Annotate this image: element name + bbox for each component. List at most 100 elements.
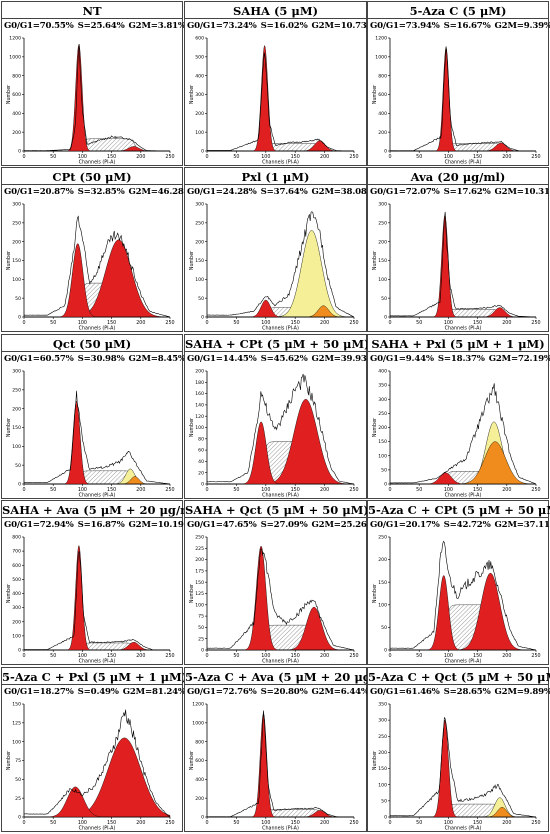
x-axis-label: Channels (PI-A) — [445, 826, 482, 832]
y-axis-label: Number — [372, 418, 378, 437]
y-axis-label: Number — [189, 751, 195, 770]
histogram-svg: 0 50 100 150 200 250 300 350 400 0 50 100 150 200 250 C… — [372, 369, 541, 499]
panel-title: 5-Aza C + Ava (5 μM + 20 μg/mL) — [185, 670, 401, 684]
x-tick-label: 250 — [531, 820, 540, 826]
y-tick-label: 800 — [195, 739, 204, 745]
cell-cycle-stats: G0/G1=14.45% S=45.62% G2M=39.93% — [185, 354, 375, 364]
y-tick-label: 200 — [195, 796, 204, 802]
cell-cycle-stats: G0/G1=73.24% S=16.02% G2M=10.73% — [185, 21, 375, 31]
histogram-trace — [206, 373, 354, 485]
histogram-trace — [389, 211, 536, 318]
y-tick-label: 100 — [12, 277, 21, 283]
panel-title: 5-Aza C (5 μM) — [409, 4, 507, 18]
y-tick-label: 300 — [12, 369, 21, 375]
y-tick-label: 350 — [378, 383, 387, 389]
title-divider — [185, 184, 366, 185]
histogram-trace — [23, 215, 170, 318]
y-axis-label: Number — [372, 584, 378, 603]
x-tick-label: 200 — [320, 320, 329, 326]
cell-cycle-stats: G0/G1=24.28% S=37.64% G2M=38.08% — [185, 187, 375, 197]
y-axis-label: Number — [189, 251, 195, 270]
x-tick-label: 150 — [473, 320, 482, 326]
stat-g2m: G2M=81.24% — [122, 687, 186, 697]
x-tick-label: 200 — [502, 154, 511, 160]
g1-phase-area — [24, 544, 170, 651]
stat-g0g1: G0/G1=70.55% — [4, 21, 74, 31]
stat-s: S=28.65% — [443, 687, 491, 697]
y-tick-label: 400 — [12, 591, 21, 597]
x-tick-label: 100 — [78, 653, 87, 659]
y-axis-label: Number — [189, 418, 195, 437]
x-tick-label: 200 — [136, 653, 145, 659]
y-tick-label: 150 — [12, 258, 21, 264]
x-tick-label: 200 — [502, 487, 511, 493]
y-tick-label: 180 — [195, 380, 204, 386]
y-axis-label: Number — [6, 85, 12, 104]
x-tick-label: 200 — [502, 653, 511, 659]
panel-title: 5-Aza C + Qct (5 μM + 50 μM) — [368, 670, 550, 684]
x-axis-label: Channels (PI-A) — [262, 493, 299, 499]
stat-s: S=18.37% — [437, 354, 485, 364]
x-tick-label: 100 — [444, 820, 453, 826]
panel-title: SAHA + CPt (5 μM + 50 μM) — [185, 337, 370, 351]
x-tick-label: 200 — [136, 487, 145, 493]
y-tick-label: 50 — [198, 625, 204, 631]
y-axis-label: Number — [6, 751, 12, 770]
histogram-svg: 0 50 100 150 200 250 300 350 0 50 100 150 200 250 Chan… — [372, 702, 541, 832]
y-tick-label: 1200 — [9, 36, 21, 42]
y-tick-label: 1200 — [375, 36, 387, 42]
y-tick-label: 50 — [381, 798, 387, 804]
y-tick-label: 0 — [18, 815, 21, 821]
histogram-trace — [389, 540, 536, 651]
panel-title: NT — [82, 4, 102, 18]
stat-g2m: G2M=10.73% — [311, 21, 375, 31]
y-tick-label: 0 — [18, 482, 21, 488]
stat-s: S=27.09% — [260, 520, 308, 530]
x-tick-label: 0 — [388, 820, 391, 826]
stat-g0g1: G0/G1=20.17% — [370, 520, 440, 530]
y-tick-label: 120 — [195, 414, 204, 420]
stat-s: S=17.62% — [443, 187, 491, 197]
x-tick-label: 0 — [22, 487, 25, 493]
stat-s: S=45.62% — [260, 354, 308, 364]
g1-phase-area — [207, 712, 354, 818]
x-tick-label: 200 — [320, 487, 329, 493]
stat-s: S=42.72% — [443, 520, 491, 530]
y-tick-label: 800 — [378, 73, 387, 79]
g1-phase-area — [390, 472, 536, 485]
y-tick-label: 200 — [12, 239, 21, 245]
stat-g0g1: G0/G1=47.65% — [187, 520, 257, 530]
cell-cycle-stats: G0/G1=61.46% S=28.65% G2M=9.89% — [368, 687, 550, 697]
y-tick-label: 0 — [384, 648, 387, 654]
y-tick-label: 100 — [378, 453, 387, 459]
y-tick-label: 1000 — [375, 54, 387, 60]
stat-s: S=25.64% — [77, 21, 125, 31]
x-tick-label: 150 — [291, 653, 300, 659]
histogram-trace — [207, 548, 354, 651]
panel-title: SAHA (5 μM) — [232, 4, 319, 18]
x-axis-label: Channels (PI-A) — [445, 659, 482, 665]
y-tick-label: 140 — [195, 403, 204, 409]
cell-cycle-stats: G0/G1=72.94% S=16.87% G2M=10.19% — [2, 520, 192, 530]
x-axis-label: Channels (PI-A) — [79, 826, 116, 832]
g1-phase-area — [24, 786, 170, 818]
x-tick-label: 50 — [416, 154, 422, 160]
x-tick-label: 100 — [444, 487, 453, 493]
x-tick-label: 150 — [107, 487, 116, 493]
y-axis-label: Number — [6, 251, 12, 270]
x-tick-label: 100 — [261, 653, 270, 659]
y-tick-label: 200 — [195, 111, 204, 117]
stat-g2m: G2M=9.39% — [494, 21, 550, 31]
title-divider — [2, 684, 182, 685]
x-tick-label: 50 — [416, 653, 422, 659]
s-phase-area — [207, 809, 354, 818]
panel-title: SAHA + Qct (5 μM + 50 μM) — [185, 503, 369, 517]
title-divider — [185, 684, 366, 685]
histogram-svg: 0 50 100 150 200 250 300 0 50 100 150 200 250 Channel… — [372, 202, 541, 332]
stat-g0g1: G0/G1=73.24% — [187, 21, 257, 31]
y-tick-label: 600 — [12, 563, 21, 569]
y-tick-label: 200 — [378, 239, 387, 245]
x-tick-label: 50 — [233, 653, 239, 659]
y-tick-label: 800 — [12, 73, 21, 79]
y-tick-label: 250 — [12, 387, 21, 393]
